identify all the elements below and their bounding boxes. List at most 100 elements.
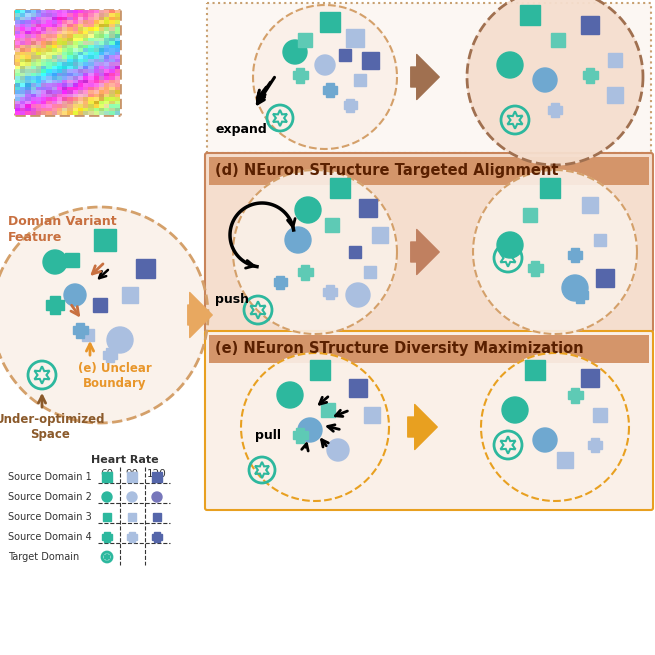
Text: Under-optimized
Space: Under-optimized Space	[0, 413, 105, 441]
Circle shape	[497, 232, 523, 258]
Text: (e) Unclear
Boundary: (e) Unclear Boundary	[78, 362, 152, 390]
Bar	[346, 98, 354, 111]
Bar	[571, 248, 579, 262]
Text: push: push	[215, 293, 249, 306]
Bar	[581, 16, 599, 34]
FancyBboxPatch shape	[205, 153, 653, 332]
Bar	[567, 391, 582, 399]
Bar	[582, 197, 598, 213]
Bar	[301, 265, 309, 280]
Text: 60: 60	[100, 469, 113, 479]
Bar	[102, 472, 112, 482]
Bar	[330, 178, 350, 198]
Circle shape	[107, 327, 133, 353]
Bar	[576, 287, 584, 303]
Bar	[94, 229, 116, 251]
Bar	[372, 227, 388, 243]
Bar	[588, 441, 602, 449]
Circle shape	[253, 5, 397, 149]
Circle shape	[295, 197, 321, 223]
Bar	[540, 178, 560, 198]
Text: (d) NEuron STructure Targeted Alignment: (d) NEuron STructure Targeted Alignment	[215, 164, 559, 179]
Bar	[310, 360, 330, 380]
Circle shape	[64, 284, 86, 306]
Bar	[129, 532, 135, 542]
Bar	[525, 360, 545, 380]
Circle shape	[152, 492, 162, 502]
Bar	[323, 86, 337, 94]
Circle shape	[315, 55, 335, 75]
Text: expand: expand	[215, 123, 267, 136]
Circle shape	[533, 428, 557, 452]
Bar	[359, 199, 377, 217]
Bar	[274, 278, 286, 286]
Circle shape	[233, 170, 397, 334]
Text: pull: pull	[255, 428, 281, 441]
Bar	[50, 296, 60, 314]
Circle shape	[102, 492, 112, 502]
Circle shape	[327, 439, 349, 461]
Text: Target Domain: Target Domain	[8, 552, 79, 562]
Bar	[607, 87, 623, 103]
Text: Source Domain 2: Source Domain 2	[8, 492, 92, 502]
Bar	[582, 71, 597, 79]
Bar	[571, 388, 579, 403]
Bar	[276, 276, 284, 288]
Bar	[591, 438, 599, 452]
Bar	[209, 157, 649, 185]
Bar	[349, 379, 367, 397]
Bar	[296, 428, 304, 443]
Bar	[293, 71, 307, 79]
Bar	[73, 326, 88, 334]
Circle shape	[346, 283, 370, 307]
Bar	[568, 251, 582, 259]
Bar	[326, 83, 334, 97]
Bar	[103, 351, 117, 359]
Text: 120: 120	[147, 469, 167, 479]
Circle shape	[481, 353, 629, 501]
Circle shape	[473, 170, 637, 334]
Circle shape	[562, 275, 588, 301]
Circle shape	[285, 227, 311, 253]
Circle shape	[0, 207, 208, 423]
Circle shape	[502, 397, 528, 423]
Bar	[152, 534, 162, 540]
Bar	[106, 348, 114, 362]
Bar	[586, 67, 594, 83]
Bar	[346, 29, 364, 47]
Text: Source Domain 1: Source Domain 1	[8, 472, 92, 482]
Bar	[362, 52, 379, 69]
Bar	[127, 534, 137, 540]
Text: Heart Rate: Heart Rate	[91, 455, 159, 465]
Bar	[557, 452, 573, 468]
Bar	[136, 259, 155, 278]
Bar	[531, 261, 539, 276]
Bar	[296, 67, 304, 83]
Circle shape	[127, 492, 137, 502]
Circle shape	[277, 382, 303, 408]
Bar	[572, 291, 588, 299]
FancyBboxPatch shape	[205, 331, 653, 510]
Bar	[104, 532, 110, 542]
Bar	[154, 532, 160, 542]
Bar	[127, 472, 137, 482]
Bar	[326, 285, 334, 299]
Text: (e) NEuron STructure Diversity Maximization: (e) NEuron STructure Diversity Maximizat…	[215, 341, 584, 356]
Bar	[520, 5, 540, 25]
Bar	[581, 369, 599, 387]
Bar	[209, 335, 649, 363]
Bar	[323, 288, 337, 296]
Bar	[293, 431, 307, 440]
Circle shape	[533, 68, 557, 92]
Bar	[548, 106, 562, 114]
Circle shape	[298, 418, 322, 442]
Bar	[527, 264, 542, 272]
Bar	[320, 12, 340, 32]
Text: 90: 90	[126, 469, 139, 479]
Bar	[152, 472, 162, 482]
Text: Source Domain 4: Source Domain 4	[8, 532, 92, 542]
Bar	[596, 269, 614, 287]
Circle shape	[43, 250, 67, 274]
Bar	[122, 287, 138, 303]
Text: Domian Variant
Feature: Domian Variant Feature	[8, 215, 117, 244]
